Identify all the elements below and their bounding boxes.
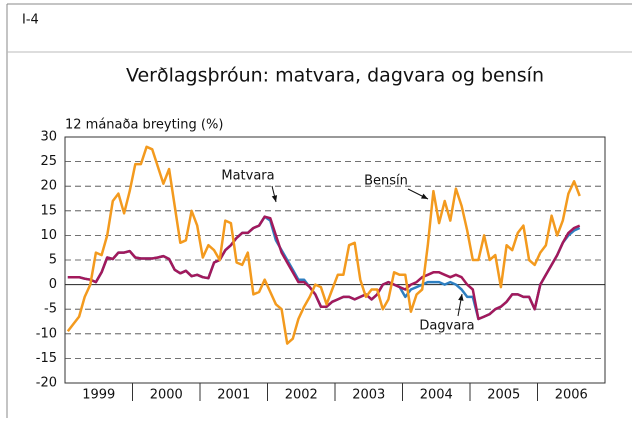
x-tick-label: 2005 <box>487 388 520 403</box>
x-tick-label: 1999 <box>82 388 115 403</box>
x-tick-label: 2002 <box>285 388 318 403</box>
y-axis-label: 12 mánaða breyting (%) <box>65 118 223 133</box>
series-line <box>67 215 581 321</box>
arrow-head <box>271 195 278 202</box>
chart-title: Verðlagsþróun: matvara, dagvara og bensí… <box>126 65 544 87</box>
y-tick-label: 20 <box>40 179 57 194</box>
series-annotation: Matvara <box>221 169 274 184</box>
y-tick-label: -5 <box>44 302 57 317</box>
figure-id: I-4 <box>22 13 39 28</box>
x-tick-label: 2003 <box>352 388 385 403</box>
x-tick-label: 2004 <box>420 388 453 403</box>
y-tick-label: -20 <box>36 376 57 391</box>
y-tick-label: 15 <box>40 203 57 218</box>
y-tick-label: 10 <box>40 228 57 243</box>
y-tick-label: 25 <box>40 154 57 169</box>
series-line <box>66 145 581 345</box>
y-tick-label: -15 <box>36 351 57 366</box>
x-tick-label: 2006 <box>555 388 588 403</box>
x-tick-label: 2000 <box>150 388 183 403</box>
series-annotation: Dagvara <box>419 319 474 334</box>
arrow-head <box>421 193 428 199</box>
y-tick-label: -10 <box>36 326 57 341</box>
y-tick-label: 0 <box>49 277 57 292</box>
arrow-head <box>458 294 464 301</box>
y-tick-label: 5 <box>49 253 57 268</box>
series-annotation: Bensín <box>364 174 408 189</box>
x-tick-label: 2001 <box>217 388 250 403</box>
y-tick-label: 30 <box>40 130 57 145</box>
